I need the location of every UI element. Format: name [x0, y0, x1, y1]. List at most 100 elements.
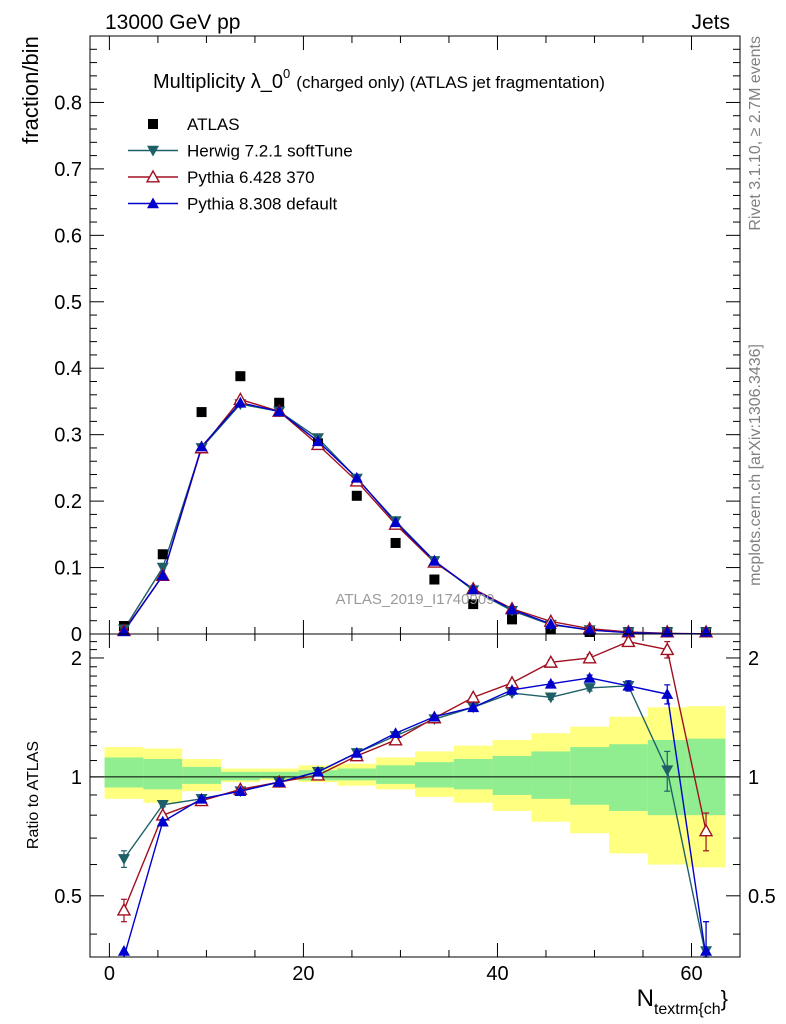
point-pythia8: [544, 618, 557, 629]
point-pythia8: [428, 554, 441, 566]
ratio-point-pythia6: [466, 689, 481, 703]
x-axis-label-sub: textrm{ch: [654, 1001, 721, 1018]
uncertainty-band-inner: [104, 757, 144, 788]
header-left: 13000 GeV pp: [105, 11, 240, 34]
point-pythia8: [467, 583, 480, 595]
ratio-point-pythia8: [506, 683, 519, 695]
main-ytick-label: 0.7: [54, 159, 82, 181]
ratio-point-herwig: [117, 854, 130, 865]
ratio-point-pythia6: [582, 650, 597, 664]
ratio-point-pythia8: [661, 688, 674, 699]
ratio-ytick-label: 1: [71, 767, 82, 789]
uncertainty-band-inner: [220, 771, 260, 781]
ratio-ytick-label-right: 1: [748, 767, 759, 789]
main-ytick-label: 0.3: [54, 425, 82, 447]
legend-entry-pythia6: Pythia 6.428 370: [128, 168, 315, 187]
point-data: [429, 574, 440, 585]
main-series: [116, 371, 714, 638]
ratio-point-pythia8: [156, 815, 169, 827]
main-ylabel: fraction/bin: [18, 36, 43, 144]
ratio-series: [116, 634, 714, 958]
legend-label: Herwig 7.2.1 softTune: [187, 142, 353, 161]
ratio-series-pythia8: [117, 671, 713, 958]
ratio-point-pythia8: [273, 776, 286, 787]
ratio-ytick-label-right: 0.5: [748, 886, 776, 908]
point-pythia8: [234, 396, 247, 408]
x-tick-label: 20: [292, 963, 314, 985]
ratio-panel: 0.5 0.51 12 20 20 40 60 Ratio to ATLAS Ntextrm…: [25, 633, 776, 1018]
ratio-point-pythia8: [700, 945, 713, 956]
main-ytick-label: 0: [71, 624, 82, 646]
ratio-axes: 0.5 0.51 12 20 20 40 60: [54, 634, 776, 985]
ratio-point-pythia6: [698, 823, 714, 837]
point-pythia8: [350, 471, 363, 483]
uncertainty-band-inner: [337, 768, 377, 781]
ratio-point-pythia6: [621, 634, 636, 648]
uncertainty-band-inner: [182, 766, 221, 784]
mcplots-label: mcplots.cern.ch [arXiv:1306.3436]: [747, 344, 764, 586]
point-data: [196, 407, 207, 418]
point-pythia8: [195, 440, 208, 452]
chart-title: Multiplicity λ_00 (charged only) (ATLAS j…: [153, 66, 605, 93]
ratio-ytick-label: 2: [71, 648, 82, 670]
ratio-point-herwig: [156, 799, 169, 811]
header-right: Jets: [691, 11, 730, 34]
series-pythia8: [123, 402, 707, 635]
ratio-ylabel: Ratio to ATLAS: [25, 741, 42, 849]
point-pythia8: [583, 624, 596, 635]
ratio-point-pythia8: [350, 746, 363, 758]
legend-label: Pythia 8.308 default: [187, 195, 338, 214]
ratio-point-herwig: [583, 683, 596, 694]
ratio-line-pythia8: [123, 677, 707, 958]
ratio-bands: [90, 706, 740, 868]
ratio-point-pythia8: [234, 785, 247, 796]
ratio-point-pythia6: [543, 654, 559, 668]
x-tick-label: 40: [486, 963, 508, 985]
main-ytick-label: 0.4: [54, 358, 82, 380]
analysis-watermark: ATLAS_2019_I1740909: [335, 591, 494, 608]
point-data: [390, 537, 401, 548]
point-data: [351, 490, 362, 501]
main-ytick-label: 0.1: [54, 558, 82, 580]
ratio-point-herwig: [661, 765, 674, 777]
point-pythia8: [311, 435, 324, 447]
series-line-pythia8: [123, 402, 707, 635]
series-markers-pythia8: [117, 396, 713, 637]
x-axis-label-main: N: [637, 985, 654, 1012]
legend-marker: [148, 119, 158, 129]
legend-entry-herwig: Herwig 7.2.1 softTune: [128, 142, 353, 161]
ratio-point-pythia6: [116, 902, 132, 916]
uncertainty-band-inner: [453, 758, 493, 790]
ratio-point-pythia8: [467, 701, 480, 713]
point-data: [157, 549, 168, 560]
ratio-point-pythia8: [195, 792, 208, 804]
ratio-frame: [89, 633, 741, 958]
point-pythia8: [117, 625, 130, 637]
legend-marker: [147, 197, 159, 209]
point-data: [235, 371, 246, 382]
main-panel: 0 0.1 0.2 0.3 0.4 0.5 0.6 0.7 0.8 ATLAS_2019_I17…: [18, 35, 741, 646]
uncertainty-band-inner: [531, 751, 571, 799]
uncertainty-band-inner: [376, 765, 415, 784]
ratio-point-pythia8: [389, 727, 402, 739]
point-pythia8: [156, 569, 169, 581]
ratio-point-pythia8: [311, 765, 324, 777]
ratio-point-pythia8: [583, 671, 596, 683]
legend: ATLAS Herwig 7.2.1 softTune Pythia 6.428 3…: [128, 115, 353, 214]
x-axis-label-tail: }: [721, 986, 728, 1011]
uncertainty-band-inner: [143, 758, 183, 790]
x-tick-label: 60: [680, 963, 702, 985]
legend-label: ATLAS: [187, 115, 240, 134]
chart-title-sup: 0: [283, 66, 290, 81]
ratio-ytick-label-right: 2: [748, 648, 759, 670]
point-data: [274, 397, 285, 408]
ratio-ytick-label: 0.5: [54, 886, 82, 908]
rivet-label: Rivet 3.1.10, ≥ 2.7M events: [747, 36, 764, 231]
ratio-point-pythia8: [117, 945, 130, 956]
ratio-point-pythia6: [388, 732, 403, 746]
legend-label: Pythia 6.428 370: [187, 168, 315, 187]
legend-entry-data: ATLAS: [148, 115, 240, 134]
ratio-point-pythia6: [660, 642, 675, 656]
ratio-point-pythia8: [544, 677, 557, 689]
